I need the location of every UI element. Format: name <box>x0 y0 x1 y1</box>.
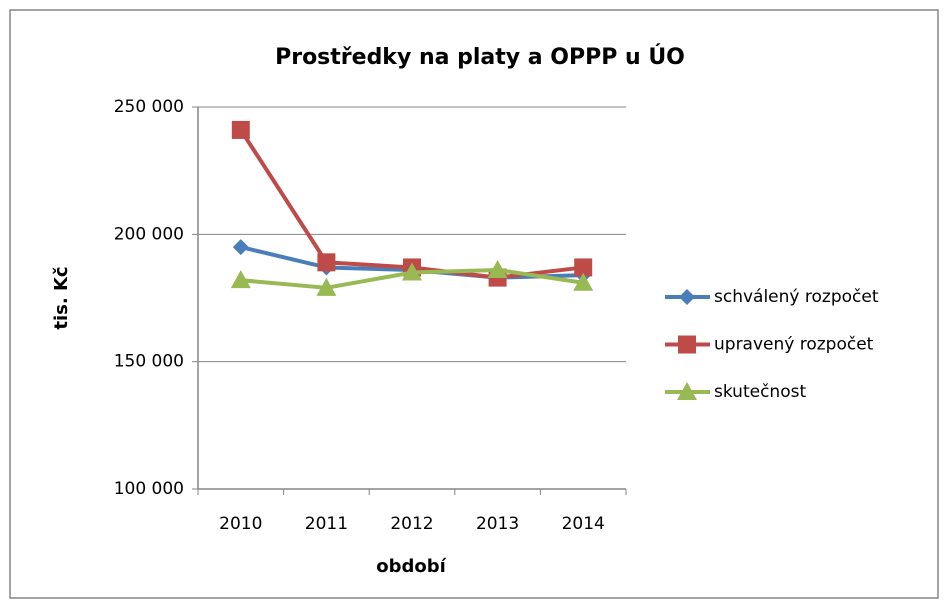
y-tick-label: 100 000 <box>114 479 184 499</box>
x-tick-label: 2014 <box>562 514 605 534</box>
marker <box>230 270 251 289</box>
x-tick-label: 2010 <box>219 514 262 534</box>
marker <box>402 262 422 281</box>
marker <box>679 289 695 305</box>
marker <box>487 259 508 278</box>
legend-label: upravený rozpočet <box>714 335 874 355</box>
y-tick-label: 250 000 <box>114 97 184 117</box>
marker <box>678 335 696 354</box>
marker <box>231 120 250 139</box>
x-tick-label: 2011 <box>305 514 348 534</box>
y-tick-label: 150 000 <box>114 352 184 372</box>
chart-title: Prostředky na platy a OPPP u ÚO <box>275 44 685 70</box>
legend-label: skutečnost <box>714 382 806 402</box>
y-tick-label: 200 000 <box>114 224 184 244</box>
chart-frame <box>9 9 939 599</box>
marker <box>573 272 594 291</box>
marker <box>317 253 336 272</box>
marker <box>316 277 337 296</box>
x-tick-label: 2013 <box>476 514 519 534</box>
y-axis-title: tis. Kč <box>51 266 72 329</box>
legend-label: schválený rozpočet <box>714 287 879 307</box>
x-axis-title: období <box>376 556 446 577</box>
marker <box>232 239 249 256</box>
marker <box>677 382 697 400</box>
x-tick-label: 2012 <box>390 514 433 534</box>
marker <box>574 258 593 277</box>
